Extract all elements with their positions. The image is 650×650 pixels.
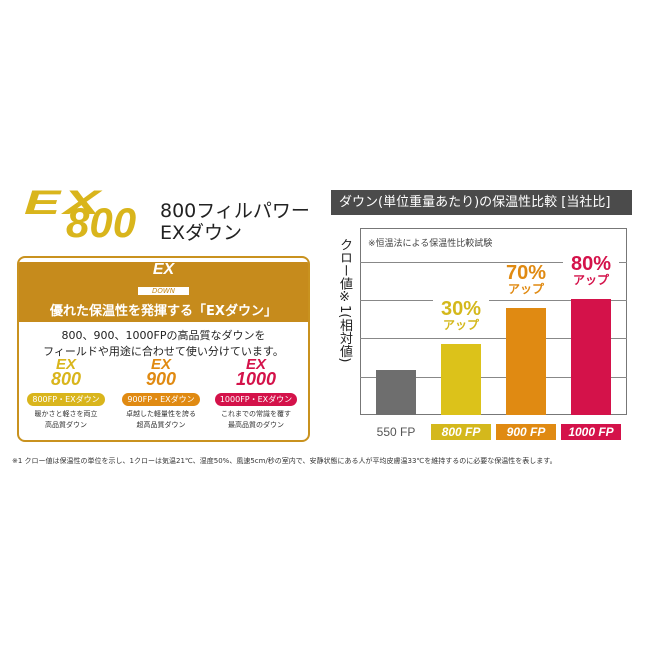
up-label: アップ (442, 317, 479, 332)
plot-area (360, 228, 627, 415)
footnote: ※1 クロー値は保温性の単位を示し、1クローは気温21℃、湿度50%、風速5cm… (12, 457, 557, 465)
desc-line: 超高品質ダウン (136, 421, 186, 429)
desc-line: 最高品質のダウン (228, 421, 284, 429)
ex-down-panel: EX DOWN 優れた保温性を発揮する「EXダウン」 800、900、1000F… (17, 256, 310, 442)
bar-2 (506, 308, 546, 415)
variant-badge: 1000FP・EXダウン (214, 393, 298, 406)
bar-annotation: 70% アップ (498, 262, 554, 297)
variant-description: これまでの常識を覆す 最高品質のダウン (209, 409, 303, 431)
bar-3 (571, 299, 611, 415)
gridline (360, 338, 627, 339)
variant-logo: EX (55, 356, 76, 373)
variant-1000: EX 1000 1000FP・EXダウン これまでの常識を覆す 最高品質のダウン (209, 356, 303, 431)
variant-badge: 900FP・EXダウン (122, 393, 200, 406)
gridline (360, 377, 627, 378)
up-label: アップ (572, 273, 609, 288)
chart-note: ※恒温法による保温性比較試験 (368, 239, 493, 249)
desc-line: 暖かさと軽さを両立 (34, 410, 98, 418)
variant-900: EX 900 900FP・EXダウン 卓越した軽量性を誇る 超高品質ダウン (114, 356, 208, 431)
x-tick-label: 550 FP (376, 425, 416, 439)
percent-label: 30% (440, 297, 482, 320)
variant-logo: EX (150, 356, 171, 373)
ex-logo: EX (24, 184, 103, 222)
panel-header: EX DOWN 優れた保温性を発揮する「EXダウン」 (19, 262, 308, 322)
ex-down-logo: EX (152, 261, 175, 278)
panel-lead: 800、900、1000FPの高品質なダウンを フィールドや用途に合わせて使い分… (19, 328, 308, 360)
variant-logo-number: 1000 (235, 369, 277, 389)
variant-logo-number: 800 (50, 369, 82, 389)
desc-line: 高品質ダウン (45, 421, 87, 429)
percent-label: 70% (505, 262, 547, 285)
up-label: アップ (507, 282, 544, 297)
chart-title: ダウン(単位重量あたり)の保温性比較 [当社比] (331, 190, 632, 215)
lead-line: 800、900、1000FPの高品質なダウンを (61, 329, 266, 342)
x-tick-label: 900 FP (496, 424, 556, 440)
variant-description: 卓越した軽量性を誇る 超高品質ダウン (114, 409, 208, 431)
desc-line: 卓越した軽量性を誇る (126, 410, 196, 418)
desc-line: これまでの常識を覆す (221, 410, 291, 418)
y-axis-label: クロー値※1(相対値) (337, 238, 352, 363)
bar-0 (376, 370, 416, 415)
gridline (360, 262, 627, 263)
gridline (360, 300, 627, 301)
bar-annotation: 30% アップ (433, 297, 489, 332)
lead-line: フィールドや用途に合わせて使い分けています。 (43, 345, 284, 358)
variant-logo-number: 900 (145, 369, 177, 389)
ex-down-logo-text: DOWN (137, 287, 190, 295)
x-tick-label: 800 FP (431, 424, 491, 440)
panel-title: 優れた保温性を発揮する「EXダウン」 (50, 304, 277, 319)
bar-annotation: 80% アップ (563, 253, 619, 288)
product-title: 800フィルパワー (160, 200, 310, 222)
variant-badge: 800FP・EXダウン (27, 393, 105, 406)
x-tick-label: 1000 FP (561, 424, 621, 440)
variants: EX 800 800FP・EXダウン 暖かさと軽さを両立 高品質ダウン EX 900… (19, 258, 308, 440)
bar-1 (441, 343, 481, 415)
product-subtitle: EXダウン (160, 222, 243, 244)
variant-logo: EX (245, 356, 266, 373)
variant-description: 暖かさと軽さを両立 高品質ダウン (19, 409, 113, 431)
variant-800: EX 800 800FP・EXダウン 暖かさと軽さを両立 高品質ダウン (19, 356, 113, 431)
ex-logo-number: 800 (66, 199, 137, 246)
percent-label: 80% (570, 253, 612, 276)
